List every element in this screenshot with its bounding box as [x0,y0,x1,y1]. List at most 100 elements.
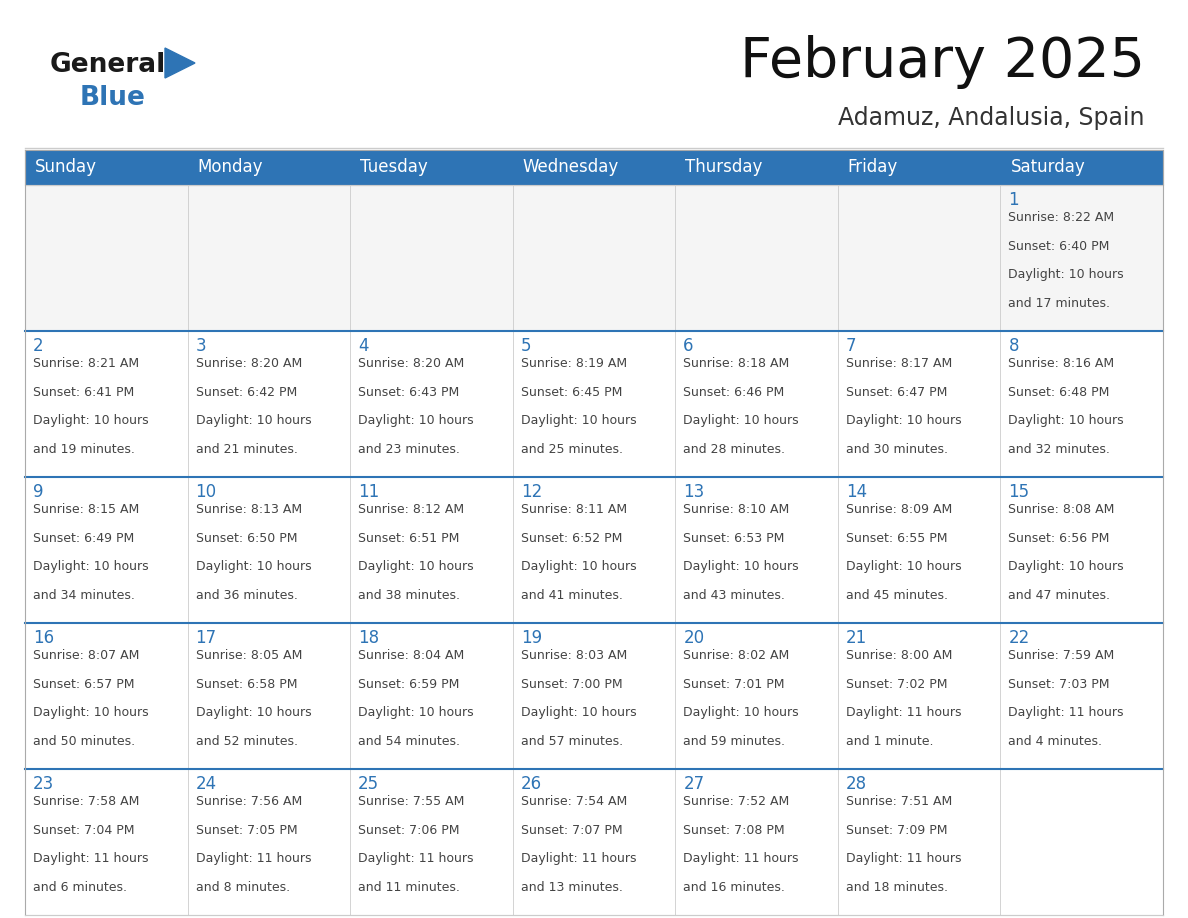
Text: and 34 minutes.: and 34 minutes. [33,588,135,601]
Text: Sunrise: 8:03 AM: Sunrise: 8:03 AM [520,649,627,662]
Text: 11: 11 [358,483,379,501]
Text: Adamuz, Andalusia, Spain: Adamuz, Andalusia, Spain [839,106,1145,130]
Bar [838,331,1000,477]
Text: Daylight: 10 hours: Daylight: 10 hours [196,414,311,427]
Text: and 36 minutes.: and 36 minutes. [196,588,297,601]
Text: 10: 10 [196,483,216,501]
Text: 6: 6 [683,337,694,355]
Text: and 16 minutes.: and 16 minutes. [683,880,785,894]
Text: Sunrise: 8:21 AM: Sunrise: 8:21 AM [33,357,139,370]
Text: Saturday: Saturday [1011,159,1085,176]
Bar [838,477,1000,623]
Text: Daylight: 10 hours: Daylight: 10 hours [358,414,474,427]
Text: 7: 7 [846,337,857,355]
Bar [350,769,513,915]
Text: Sunset: 7:08 PM: Sunset: 7:08 PM [683,823,785,836]
Text: Wednesday: Wednesday [523,159,619,176]
Text: Sunrise: 8:17 AM: Sunrise: 8:17 AM [846,357,952,370]
Bar [350,150,513,185]
Text: Daylight: 10 hours: Daylight: 10 hours [1009,560,1124,573]
Text: Sunrise: 8:13 AM: Sunrise: 8:13 AM [196,503,302,516]
Bar [675,150,838,185]
Text: Sunset: 6:45 PM: Sunset: 6:45 PM [520,386,623,398]
Text: Sunset: 6:43 PM: Sunset: 6:43 PM [358,386,460,398]
Text: 18: 18 [358,629,379,647]
Bar [1000,477,1163,623]
Text: Sunrise: 8:16 AM: Sunrise: 8:16 AM [1009,357,1114,370]
Text: and 59 minutes.: and 59 minutes. [683,734,785,748]
Text: 24: 24 [196,775,216,793]
Text: Daylight: 11 hours: Daylight: 11 hours [1009,706,1124,719]
Text: Sunrise: 7:52 AM: Sunrise: 7:52 AM [683,795,790,808]
Text: Sunrise: 7:58 AM: Sunrise: 7:58 AM [33,795,139,808]
Bar [188,331,350,477]
Bar [25,150,188,185]
Text: 4: 4 [358,337,368,355]
Text: Daylight: 10 hours: Daylight: 10 hours [33,414,148,427]
Text: and 23 minutes.: and 23 minutes. [358,442,460,455]
Text: Sunset: 6:42 PM: Sunset: 6:42 PM [196,386,297,398]
Text: 3: 3 [196,337,207,355]
Text: Daylight: 10 hours: Daylight: 10 hours [520,414,637,427]
Text: Daylight: 11 hours: Daylight: 11 hours [33,852,148,865]
Bar [1000,150,1163,185]
Text: Sunrise: 8:00 AM: Sunrise: 8:00 AM [846,649,953,662]
Text: 21: 21 [846,629,867,647]
Text: Sunrise: 8:12 AM: Sunrise: 8:12 AM [358,503,465,516]
Text: Sunrise: 8:10 AM: Sunrise: 8:10 AM [683,503,790,516]
Bar [513,150,675,185]
Bar [1000,769,1163,915]
Text: Daylight: 11 hours: Daylight: 11 hours [846,706,961,719]
Text: 19: 19 [520,629,542,647]
Text: Sunset: 6:52 PM: Sunset: 6:52 PM [520,532,623,544]
Polygon shape [165,48,195,78]
Bar [350,623,513,769]
Text: Sunset: 6:50 PM: Sunset: 6:50 PM [196,532,297,544]
Text: 23: 23 [33,775,55,793]
Text: Sunset: 6:58 PM: Sunset: 6:58 PM [196,677,297,690]
Text: Daylight: 10 hours: Daylight: 10 hours [1009,414,1124,427]
Text: Sunset: 6:41 PM: Sunset: 6:41 PM [33,386,134,398]
Text: and 25 minutes.: and 25 minutes. [520,442,623,455]
Text: and 28 minutes.: and 28 minutes. [683,442,785,455]
Text: 8: 8 [1009,337,1019,355]
Bar [675,623,838,769]
Text: and 8 minutes.: and 8 minutes. [196,880,290,894]
Text: Daylight: 11 hours: Daylight: 11 hours [683,852,798,865]
Text: Monday: Monday [197,159,263,176]
Text: 2: 2 [33,337,44,355]
Bar [838,150,1000,185]
Text: Sunrise: 8:11 AM: Sunrise: 8:11 AM [520,503,627,516]
Text: and 54 minutes.: and 54 minutes. [358,734,460,748]
Text: Sunset: 6:51 PM: Sunset: 6:51 PM [358,532,460,544]
Bar [513,769,675,915]
Text: Sunset: 6:57 PM: Sunset: 6:57 PM [33,677,134,690]
Bar [188,185,350,331]
Text: 26: 26 [520,775,542,793]
Text: Sunset: 7:03 PM: Sunset: 7:03 PM [1009,677,1110,690]
Bar [350,331,513,477]
Text: 9: 9 [33,483,44,501]
Bar [675,477,838,623]
Text: Sunrise: 8:20 AM: Sunrise: 8:20 AM [358,357,465,370]
Text: Daylight: 10 hours: Daylight: 10 hours [1009,268,1124,281]
Text: 14: 14 [846,483,867,501]
Text: 5: 5 [520,337,531,355]
Text: and 17 minutes.: and 17 minutes. [1009,297,1111,309]
Text: Sunrise: 8:22 AM: Sunrise: 8:22 AM [1009,211,1114,224]
Text: Daylight: 10 hours: Daylight: 10 hours [196,560,311,573]
Text: Daylight: 10 hours: Daylight: 10 hours [520,560,637,573]
Text: Sunset: 6:55 PM: Sunset: 6:55 PM [846,532,947,544]
Text: Daylight: 10 hours: Daylight: 10 hours [33,560,148,573]
Bar [188,769,350,915]
Bar [25,477,188,623]
Bar [350,185,513,331]
Text: Sunrise: 8:08 AM: Sunrise: 8:08 AM [1009,503,1114,516]
Bar [675,331,838,477]
Text: Daylight: 10 hours: Daylight: 10 hours [358,560,474,573]
Text: Sunrise: 7:51 AM: Sunrise: 7:51 AM [846,795,952,808]
Text: and 38 minutes.: and 38 minutes. [358,588,460,601]
Text: and 50 minutes.: and 50 minutes. [33,734,135,748]
Text: Sunset: 6:59 PM: Sunset: 6:59 PM [358,677,460,690]
Text: Sunset: 7:07 PM: Sunset: 7:07 PM [520,823,623,836]
